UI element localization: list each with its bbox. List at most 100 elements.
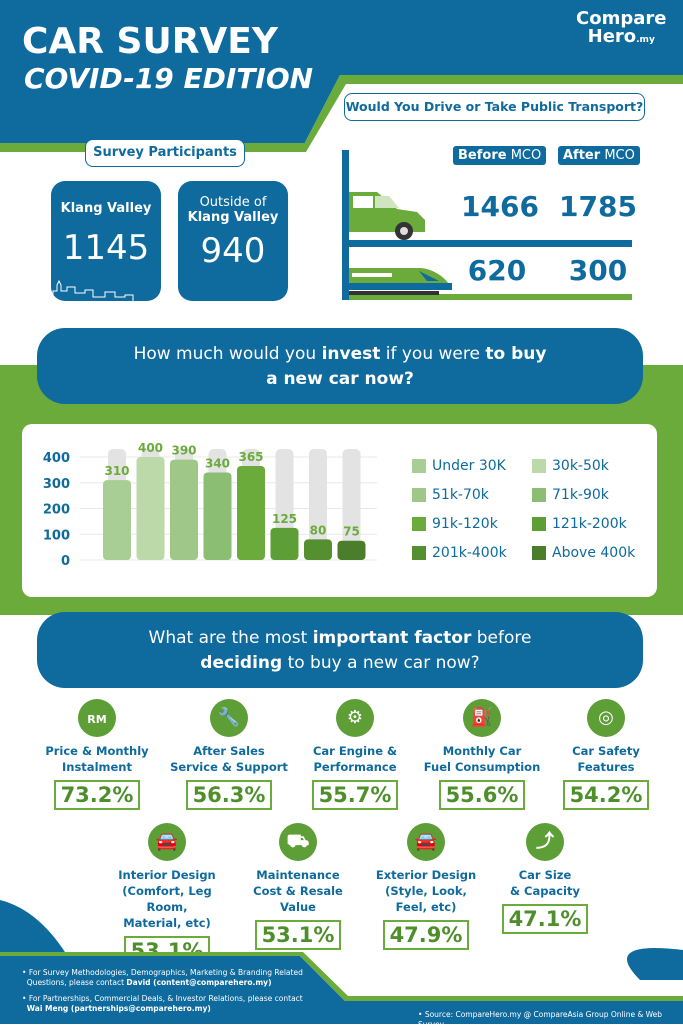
icon-glyph: ⚙ — [346, 707, 364, 728]
bar — [203, 472, 232, 560]
factor-label: Car Size — [518, 868, 572, 882]
factor-label: Instalment — [62, 760, 132, 774]
factor-item: ⚙ Car Engine & Performance 55.7% — [290, 699, 420, 810]
invest-question-banner: How much would you invest if you were to… — [37, 328, 643, 404]
card-value: 1145 — [62, 228, 150, 268]
legend-swatch — [532, 459, 546, 473]
data-label: 75 — [343, 525, 360, 539]
card-value: 940 — [200, 231, 266, 271]
icon-glyph: ⛽ — [470, 707, 494, 728]
factor-label: Material, etc) — [123, 916, 211, 930]
gear-icon: ⚙ — [336, 699, 374, 737]
factor-label: Features — [577, 760, 635, 774]
factor-label: Maintenance — [256, 868, 340, 882]
contact-link[interactable]: Wai Meng (partnerships@comparehero.my) — [26, 1004, 211, 1013]
factor-label: Fuel Consumption — [423, 760, 541, 774]
legend-item: Under 30K — [412, 458, 506, 474]
icon-glyph: 🚘 — [414, 831, 438, 852]
factor-item: RM Price & Monthly Instalment 73.2% — [32, 699, 162, 810]
q-bold: to buy — [485, 344, 547, 364]
icon-glyph: 🚘 — [155, 831, 179, 852]
data-label: 365 — [238, 450, 263, 464]
factor-percentage: 73.2% — [53, 780, 141, 810]
source-note: • Source: CompareHero.my @ CompareAsia G… — [418, 1010, 663, 1029]
legend-swatch — [412, 459, 426, 473]
factor-percentage: 55.6% — [438, 780, 526, 810]
legend-swatch — [412, 546, 426, 560]
legend-swatch — [532, 517, 546, 531]
factor-item: ⛽ Monthly Car Fuel Consumption 55.6% — [417, 699, 547, 810]
legend-item: 71k-90k — [532, 487, 609, 503]
factor-percentage: 56.3% — [185, 780, 273, 810]
factor-label: Interior Design — [118, 868, 216, 882]
bar — [170, 459, 198, 560]
bar-background — [342, 449, 361, 560]
survey-participants-title: Survey Participants — [85, 139, 245, 167]
mco-label: MCO — [604, 148, 635, 163]
page-title: CAR SURVEY — [22, 21, 278, 62]
factor-label: Feel, etc) — [395, 900, 457, 914]
bar — [237, 466, 265, 560]
factor-label: Monthly Car — [442, 744, 522, 758]
data-label: 400 — [138, 441, 163, 455]
factor-percentage: 53.1% — [254, 920, 342, 950]
city-skyline-icon — [52, 279, 134, 301]
icon-glyph: ◎ — [598, 707, 614, 728]
legend-swatch — [532, 488, 546, 502]
legend-item: 121k-200k — [532, 516, 627, 532]
legend-label: 91k-120k — [432, 516, 498, 532]
q-text: to buy a new car now? — [282, 653, 480, 673]
q-text: before — [471, 628, 532, 648]
factor-label: Cost & Resale — [253, 884, 343, 898]
factor-label: Exterior Design — [375, 868, 477, 882]
y-tick-label: 300 — [43, 477, 70, 492]
contact-link[interactable]: David (content@comparehero.my) — [126, 978, 272, 987]
after-mco-header: After MCO — [558, 146, 640, 165]
factor-item: ⤴ Car Size & Capacity 47.1% — [480, 823, 610, 934]
data-label: 80 — [310, 523, 327, 537]
outside-klang-valley-card: Outside of Klang Valley 940 — [178, 181, 288, 301]
card-label: Klang Valley — [60, 201, 152, 216]
legend-label: 201k-400k — [432, 545, 507, 561]
legend-swatch — [412, 488, 426, 502]
car-before-value: 1466 — [461, 190, 539, 223]
before-label: Before — [458, 148, 507, 163]
legend-item: 201k-400k — [412, 545, 507, 561]
factor-label: (Comfort, Leg Room, — [122, 884, 212, 914]
factor-question-banner: What are the most important factor befor… — [37, 612, 643, 688]
page-subtitle: COVID-19 EDITION — [24, 62, 314, 95]
footer-background — [0, 900, 683, 1024]
transport-shelf — [342, 150, 632, 300]
icon-glyph: 🔧 — [217, 707, 241, 728]
factor-label: Performance — [313, 760, 397, 774]
steering-wheel-icon: ◎ — [587, 699, 625, 737]
factor-label: (Style, Look, — [385, 884, 467, 898]
factor-percentage: 55.7% — [311, 780, 399, 810]
card-label: Klang Valley — [187, 210, 279, 225]
bar — [304, 539, 332, 560]
factor-item: 🔧 After Sales Service & Support 56.3% — [164, 699, 294, 810]
train-after-value: 300 — [568, 254, 628, 287]
factor-label: Car Safety — [572, 744, 640, 758]
q-bold: invest — [321, 344, 381, 364]
note-text: For Survey Methodologies, Demographics, … — [28, 968, 303, 977]
comparehero-logo: Compare Hero.my — [576, 10, 666, 49]
factor-label: Service & Support — [170, 760, 288, 774]
legend-label: 71k-90k — [552, 487, 609, 503]
klang-valley-card: Klang Valley 1145 — [51, 181, 161, 301]
car-seat-icon: ⤴ — [526, 823, 564, 861]
y-tick-label: 400 — [43, 451, 70, 466]
bar — [103, 480, 131, 560]
factor-label: Price & Monthly — [45, 744, 149, 758]
icon-glyph: RM — [87, 713, 107, 726]
y-tick-label: 0 — [61, 554, 70, 569]
bar — [270, 527, 299, 560]
train-icon — [349, 268, 452, 295]
factor-percentage: 47.9% — [382, 920, 470, 950]
q-text: How much would you — [133, 344, 322, 364]
before-mco-header: Before MCO — [453, 146, 547, 165]
legend-swatch — [532, 546, 546, 560]
icon-glyph: ⤴ — [536, 831, 554, 852]
car-after-value: 1785 — [559, 190, 637, 223]
train-before-value: 620 — [467, 254, 527, 287]
